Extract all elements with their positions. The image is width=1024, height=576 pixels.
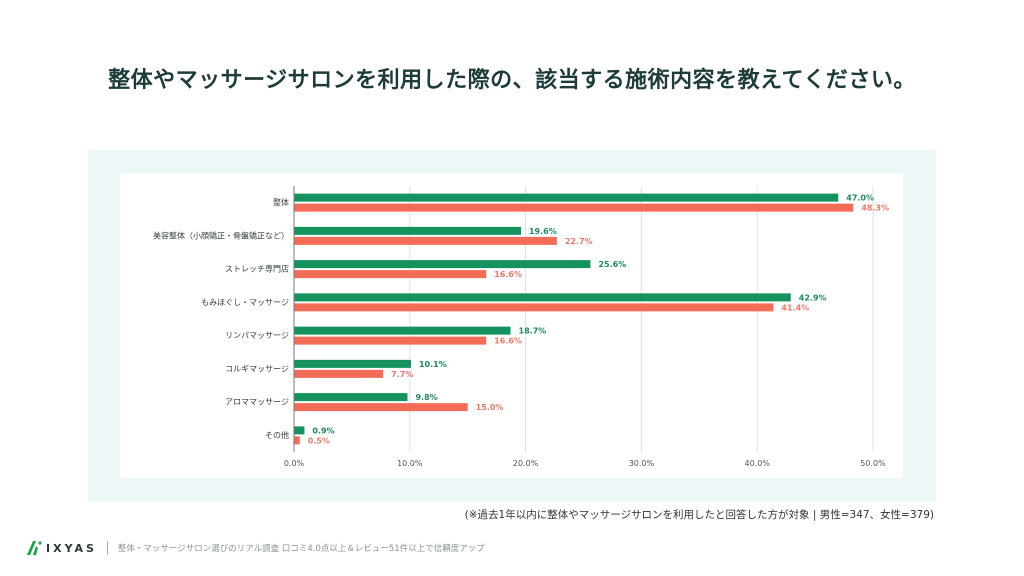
category-label: 整体 [273,197,289,207]
category-label: その他 [265,430,289,440]
x-tick-label: 0.0% [284,459,305,468]
x-tick-label: 50.0% [860,459,886,468]
footer-tagline: 整体・マッサージサロン選びのリアル調査 口コミ4.0点以上＆レビュー51件以上で… [117,544,485,554]
value-label-male: 0.9% [312,426,334,435]
bars [294,193,854,445]
bar-male [294,193,839,202]
bar-male [294,426,305,435]
page-title: 整体やマッサージサロンを利用した際の、該当する施術内容を教えてください。 [108,68,916,93]
bar-male [294,293,791,302]
x-tick-labels: 0.0% 10.0% 20.0% 30.0% 40.0% 50.0% [284,459,886,468]
bar-female [294,303,774,312]
value-label-male: 42.9% [799,293,827,302]
x-tick-label: 40.0% [744,459,770,468]
plot-area [120,173,903,478]
bar-female [294,369,384,378]
footer: IXYAS 整体・マッサージサロン選びのリアル調査 口コミ4.0点以上＆レビュー… [26,538,485,558]
bar-female [294,403,468,412]
value-label-male: 18.7% [519,327,547,336]
x-tick-label: 30.0% [629,459,655,468]
bar-male [294,393,408,402]
value-label-male: 25.6% [598,260,626,269]
bar-female [294,336,487,345]
value-label-female: 15.0% [476,403,504,412]
bar-female [294,436,300,445]
bar-female [294,203,854,212]
category-label: アロママッサージ [225,398,289,407]
value-label-female: 22.7% [565,237,593,246]
bar-female [294,236,557,245]
category-label: ストレッチ専門店 [225,264,289,274]
category-label: リンパマッサージ [225,331,289,340]
value-label-male: 9.8% [415,393,437,402]
value-label-female: 0.5% [308,436,330,445]
value-label-female: 7.7% [391,370,413,379]
bar-male [294,226,521,235]
value-label-female: 16.6% [494,270,522,279]
value-label-female: 48.3% [861,204,889,213]
value-label-male: 10.1% [419,360,447,369]
bar-male [294,359,411,368]
bar-male [294,326,511,335]
bar-female [294,270,487,279]
value-label-male: 19.6% [529,227,557,236]
category-label: もみほぐし・マッサージ [201,298,289,307]
category-label: コルギマッサージ [225,364,289,373]
value-label-female: 16.6% [494,337,522,346]
value-label-female: 41.4% [781,303,809,312]
bar-male [294,260,591,269]
value-labels: 47.0%48.3% 19.6% 22.7% 25.6% 16.6% 42.9%41.4%… [308,194,889,446]
brand-name: IXYAS [46,541,97,555]
ixyas-logo-icon [27,541,42,555]
footer-divider [106,541,108,555]
sample-note: (※過去1年以内に整体やマッサージサロンを利用したと回答した方が対象 | 男性=… [464,509,934,521]
category-label: 美容整体（小顔矯正・骨盤矯正など） [153,230,289,240]
x-tick-label: 10.0% [397,459,423,468]
value-label-male: 47.0% [846,194,874,203]
x-tick-label: 20.0% [513,459,539,468]
